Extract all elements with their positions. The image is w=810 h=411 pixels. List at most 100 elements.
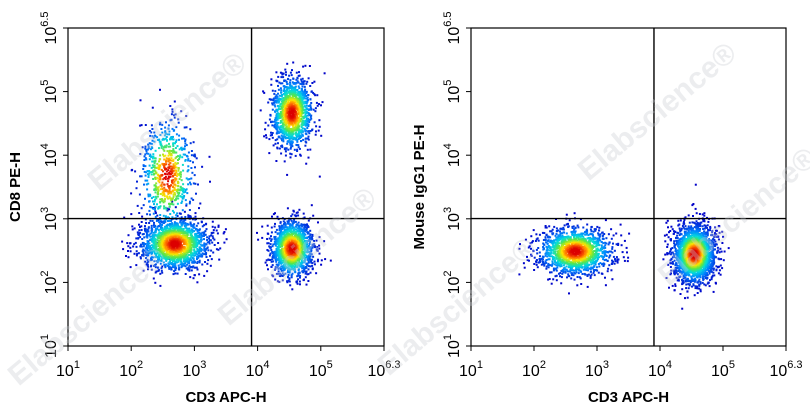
event-point <box>165 259 168 262</box>
event-point <box>185 126 188 129</box>
event-point <box>180 110 183 113</box>
event-point <box>196 248 199 251</box>
event-point <box>147 254 150 257</box>
event-point <box>203 253 206 256</box>
event-point <box>181 148 184 151</box>
event-point <box>315 239 318 242</box>
event-point <box>163 205 166 208</box>
event-point <box>174 193 177 196</box>
event-point <box>271 245 274 248</box>
event-point <box>286 96 289 99</box>
event-point <box>293 265 296 268</box>
event-point <box>302 223 305 226</box>
event-point <box>148 222 151 224</box>
event-point <box>191 231 194 234</box>
event-point <box>192 226 195 229</box>
event-point <box>304 100 307 103</box>
event-point <box>208 155 211 158</box>
event-point <box>309 115 312 118</box>
event-point <box>281 94 283 96</box>
event-point <box>197 256 200 259</box>
event-point <box>161 241 164 244</box>
event-point <box>311 235 314 237</box>
event-point <box>154 229 157 232</box>
event-point <box>164 198 166 201</box>
event-point <box>203 224 206 227</box>
event-point <box>169 262 172 265</box>
event-point <box>185 227 188 230</box>
event-point <box>274 139 277 142</box>
event-point <box>273 225 276 228</box>
event-point <box>169 138 171 141</box>
event-point <box>269 259 272 261</box>
event-point <box>263 91 266 94</box>
event-point <box>279 245 282 248</box>
event-point <box>142 253 145 256</box>
event-point <box>169 228 172 230</box>
event-point <box>161 221 163 224</box>
event-point <box>154 281 157 284</box>
event-point <box>151 244 154 247</box>
event-point <box>213 244 216 246</box>
event-point <box>152 196 155 198</box>
event-point <box>148 200 151 203</box>
event-point <box>300 228 303 231</box>
event-point <box>275 259 278 262</box>
event-point <box>162 214 165 217</box>
event-point <box>287 131 290 134</box>
event-point <box>279 221 282 224</box>
event-point <box>185 177 188 180</box>
event-point <box>202 244 204 247</box>
event-point <box>278 131 281 134</box>
event-point <box>183 231 186 234</box>
event-point <box>217 224 220 227</box>
event-point <box>162 240 165 243</box>
event-point <box>159 158 162 161</box>
event-point <box>174 164 177 167</box>
event-point <box>311 243 314 246</box>
event-point <box>284 264 286 267</box>
event-point <box>150 253 153 256</box>
event-point <box>177 197 180 200</box>
event-point <box>143 155 146 158</box>
event-point <box>172 252 175 255</box>
event-point <box>142 242 145 245</box>
event-point <box>152 231 155 234</box>
event-point <box>196 232 199 235</box>
event-point <box>158 206 161 209</box>
event-point <box>310 204 313 207</box>
event-point <box>182 169 185 172</box>
event-point <box>296 101 299 104</box>
event-point <box>318 252 321 255</box>
event-point <box>174 262 177 265</box>
event-point <box>279 108 281 111</box>
event-point <box>274 278 277 281</box>
event-point <box>264 121 267 124</box>
event-point <box>197 235 200 237</box>
event-point <box>310 258 313 261</box>
event-point <box>174 224 177 227</box>
event-point <box>179 171 182 174</box>
event-point <box>287 219 290 222</box>
event-point <box>292 133 295 136</box>
event-point <box>314 110 317 113</box>
event-point <box>205 256 208 258</box>
event-point <box>179 232 182 235</box>
event-point <box>149 259 152 262</box>
event-point <box>159 178 162 181</box>
event-point <box>154 166 156 169</box>
event-point <box>292 267 295 270</box>
event-point <box>297 123 300 125</box>
event-point <box>159 188 162 191</box>
event-point <box>300 101 303 104</box>
event-point <box>280 76 283 79</box>
event-point <box>139 124 142 127</box>
event-point <box>274 99 277 102</box>
event-point <box>153 251 156 254</box>
event-point <box>156 136 159 139</box>
event-point <box>154 256 157 259</box>
event-point <box>310 102 313 104</box>
event-point <box>171 223 174 226</box>
event-point <box>135 264 138 267</box>
event-point <box>167 262 170 265</box>
